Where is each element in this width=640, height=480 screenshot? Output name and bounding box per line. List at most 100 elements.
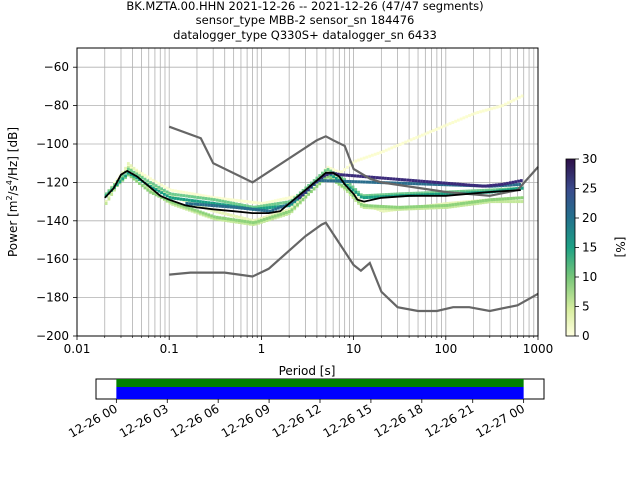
histogram-cell <box>193 210 197 214</box>
histogram-cell <box>174 193 177 197</box>
histogram-cell <box>376 193 380 197</box>
histogram-cell <box>251 200 255 204</box>
histogram-cell <box>357 201 360 205</box>
histogram-cell <box>490 188 494 192</box>
histogram-cell <box>232 198 236 202</box>
histogram-cell <box>162 192 166 196</box>
histogram-cell <box>418 205 421 209</box>
colorbar-tick-label: 5 <box>582 300 590 314</box>
histogram-cell <box>237 215 241 219</box>
histogram-cell <box>157 189 161 193</box>
histogram-cell <box>110 186 114 190</box>
histogram-cell <box>176 189 180 193</box>
histogram-cell <box>268 209 272 213</box>
histogram-cell <box>456 204 460 208</box>
y-tick-label: −160 <box>36 252 69 266</box>
histogram-cell <box>403 178 407 182</box>
histogram-cell <box>379 193 383 197</box>
histogram-cell <box>515 97 518 101</box>
histogram-cell <box>193 208 197 212</box>
histogram-cell <box>257 205 261 209</box>
histogram-cell <box>129 169 133 173</box>
histogram-cell <box>387 147 391 151</box>
plot-frame <box>76 47 539 337</box>
histogram-cell <box>445 202 449 206</box>
histogram-cell <box>232 201 236 205</box>
histogram-cell <box>335 179 338 183</box>
histogram-cell <box>440 204 444 208</box>
histogram-cell <box>151 182 155 186</box>
histogram-cell <box>193 192 197 196</box>
histogram-cell <box>484 198 488 202</box>
high-noise-model-line <box>168 125 539 197</box>
histogram-cell <box>132 177 136 181</box>
histogram-cell <box>185 198 188 202</box>
histogram-cell <box>489 184 493 188</box>
x-tick-label: 0.01 <box>64 342 91 356</box>
histogram-cell <box>384 195 388 199</box>
histogram-cell <box>432 192 435 196</box>
timeline-tick-label: 12-27 00 <box>473 401 527 440</box>
histogram-cell <box>495 105 499 109</box>
histogram-cell <box>407 207 410 211</box>
histogram-cell <box>199 212 202 216</box>
histogram-cell <box>357 193 360 197</box>
histogram-cell <box>265 219 269 223</box>
histogram-cell <box>332 179 336 183</box>
y-axis-label: Power [m2/s4/Hz] [dB] <box>5 127 20 257</box>
x-tick-label: 1000 <box>523 342 554 356</box>
histogram-cell <box>437 192 441 196</box>
histogram-cell <box>282 213 286 217</box>
histogram-cell <box>190 202 194 206</box>
histogram-cell <box>168 199 172 203</box>
histogram-cell <box>483 184 487 188</box>
histogram-cell <box>498 197 502 201</box>
histogram-cell <box>359 157 363 161</box>
colorbar-ticks: 0 5 10 15 20 25 30 <box>575 152 597 343</box>
histogram-cell <box>384 205 388 209</box>
histogram-cell <box>443 183 447 187</box>
histogram-cell <box>415 191 419 195</box>
histogram-cell <box>257 208 261 212</box>
histogram-cell <box>196 199 200 203</box>
histogram-cell <box>129 164 133 168</box>
histogram-cell <box>196 202 200 206</box>
histogram-cell <box>185 207 188 211</box>
histogram-cell <box>107 197 111 201</box>
histogram-cell <box>271 213 274 217</box>
histogram-cell <box>279 205 283 209</box>
histogram-cell <box>290 202 294 206</box>
histogram-cell <box>354 180 358 184</box>
histogram-cell <box>329 179 333 183</box>
histogram-cell <box>149 177 152 181</box>
histogram-cell <box>276 206 280 210</box>
histogram-cell <box>382 149 385 153</box>
histogram-cell <box>386 177 390 181</box>
histogram-cell <box>509 196 513 200</box>
histogram-cell <box>287 212 291 216</box>
histogram-cell <box>329 169 333 173</box>
histogram-cell <box>390 146 394 150</box>
histogram-cell <box>421 182 424 186</box>
histogram-cell <box>174 196 177 200</box>
histogram-cell <box>454 202 457 206</box>
histogram-cell <box>279 214 283 218</box>
histogram-cell <box>336 172 340 176</box>
x-tick-label: 10 <box>346 342 361 356</box>
histogram-cell <box>493 197 496 201</box>
histogram-cell <box>439 181 443 185</box>
histogram-cell <box>461 183 465 187</box>
histogram-cell <box>248 218 252 222</box>
timeline-tick-label: 12-26 21 <box>423 401 477 440</box>
histogram-cell <box>458 182 462 186</box>
histogram-cell <box>506 197 510 201</box>
histogram-cell <box>351 194 355 198</box>
histogram-cell <box>412 191 416 195</box>
histogram-cell <box>400 178 404 182</box>
histogram-cell <box>390 207 394 211</box>
histogram-cell <box>423 182 427 186</box>
histogram-cell <box>235 220 238 224</box>
histogram-cell <box>384 193 388 197</box>
histogram-cell <box>182 190 186 194</box>
histogram-cell <box>440 192 444 196</box>
